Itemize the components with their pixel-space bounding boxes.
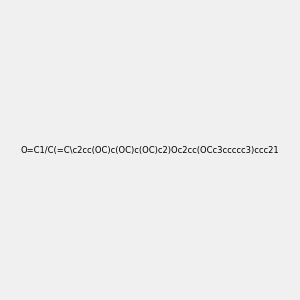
Text: O=C1/C(=C\c2cc(OC)c(OC)c(OC)c2)Oc2cc(OCc3ccccc3)ccc21: O=C1/C(=C\c2cc(OC)c(OC)c(OC)c2)Oc2cc(OCc… [21, 146, 279, 154]
